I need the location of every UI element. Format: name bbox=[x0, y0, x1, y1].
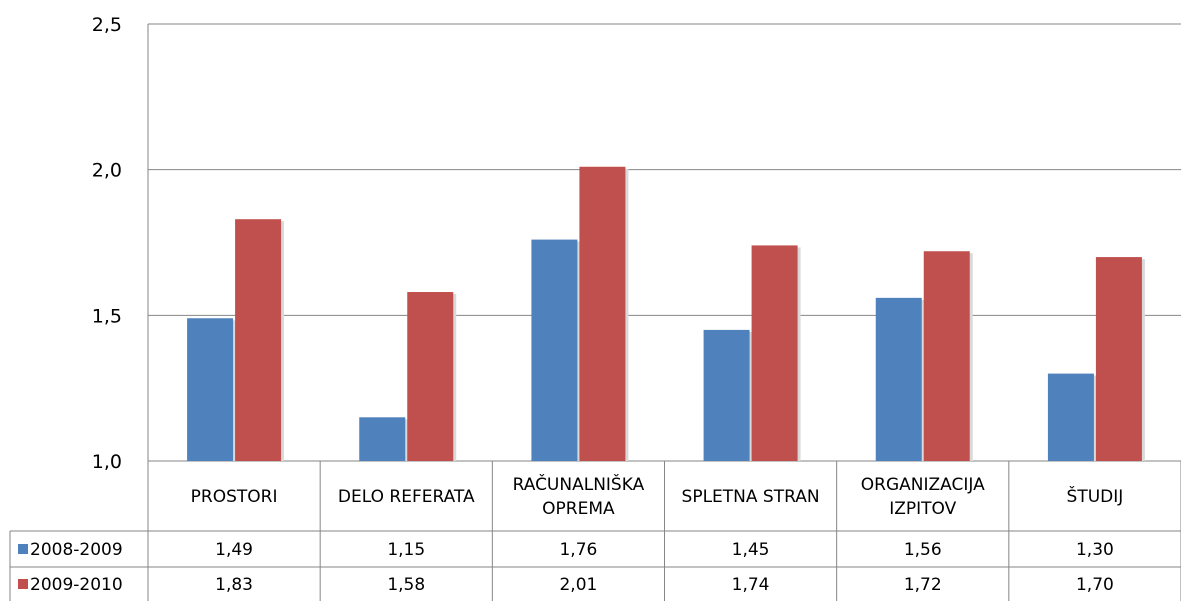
category-label: SPLETNA STRAN bbox=[682, 487, 820, 507]
category-label: PROSTORI bbox=[191, 487, 278, 507]
bar bbox=[579, 166, 626, 461]
bar bbox=[875, 297, 922, 461]
bar bbox=[359, 417, 406, 461]
data-label: 1,30 bbox=[1076, 540, 1114, 560]
data-label: 1,56 bbox=[904, 540, 942, 560]
category-label: OPREMA bbox=[542, 499, 615, 519]
bar bbox=[703, 329, 750, 461]
series-name: 2008-2009 bbox=[30, 540, 123, 560]
bar bbox=[1047, 373, 1094, 461]
y-tick-label: 1,0 bbox=[92, 451, 122, 473]
bar bbox=[923, 251, 970, 461]
data-label: 1,83 bbox=[215, 575, 253, 595]
y-tick-label: 2,0 bbox=[92, 160, 122, 182]
legend-key bbox=[18, 544, 28, 554]
bar bbox=[531, 239, 578, 461]
category-label: RAČUNALNIŠKA bbox=[513, 473, 645, 495]
data-label: 1,15 bbox=[387, 540, 425, 560]
series-name: 2009-2010 bbox=[30, 575, 123, 595]
data-label: 1,49 bbox=[215, 540, 253, 560]
y-tick-label: 1,5 bbox=[92, 305, 122, 327]
bar bbox=[1095, 257, 1142, 461]
data-label: 1,72 bbox=[904, 575, 942, 595]
category-label: ORGANIZACIJA bbox=[861, 475, 985, 495]
data-label: 1,58 bbox=[387, 575, 425, 595]
data-label: 1,76 bbox=[559, 540, 597, 560]
data-label: 1,70 bbox=[1076, 575, 1114, 595]
bar bbox=[187, 318, 234, 461]
y-tick-label: 2,5 bbox=[92, 14, 122, 36]
bar bbox=[407, 292, 454, 461]
legend-key bbox=[18, 579, 28, 589]
data-label: 2,01 bbox=[559, 575, 597, 595]
data-label: 1,74 bbox=[732, 575, 770, 595]
bar bbox=[235, 219, 282, 461]
category-label: DELO REFERATA bbox=[338, 487, 475, 507]
category-label: ŠTUDIJ bbox=[1067, 485, 1124, 507]
data-label: 1,45 bbox=[732, 540, 770, 560]
category-label: IZPITOV bbox=[889, 499, 956, 519]
bar bbox=[751, 245, 798, 461]
